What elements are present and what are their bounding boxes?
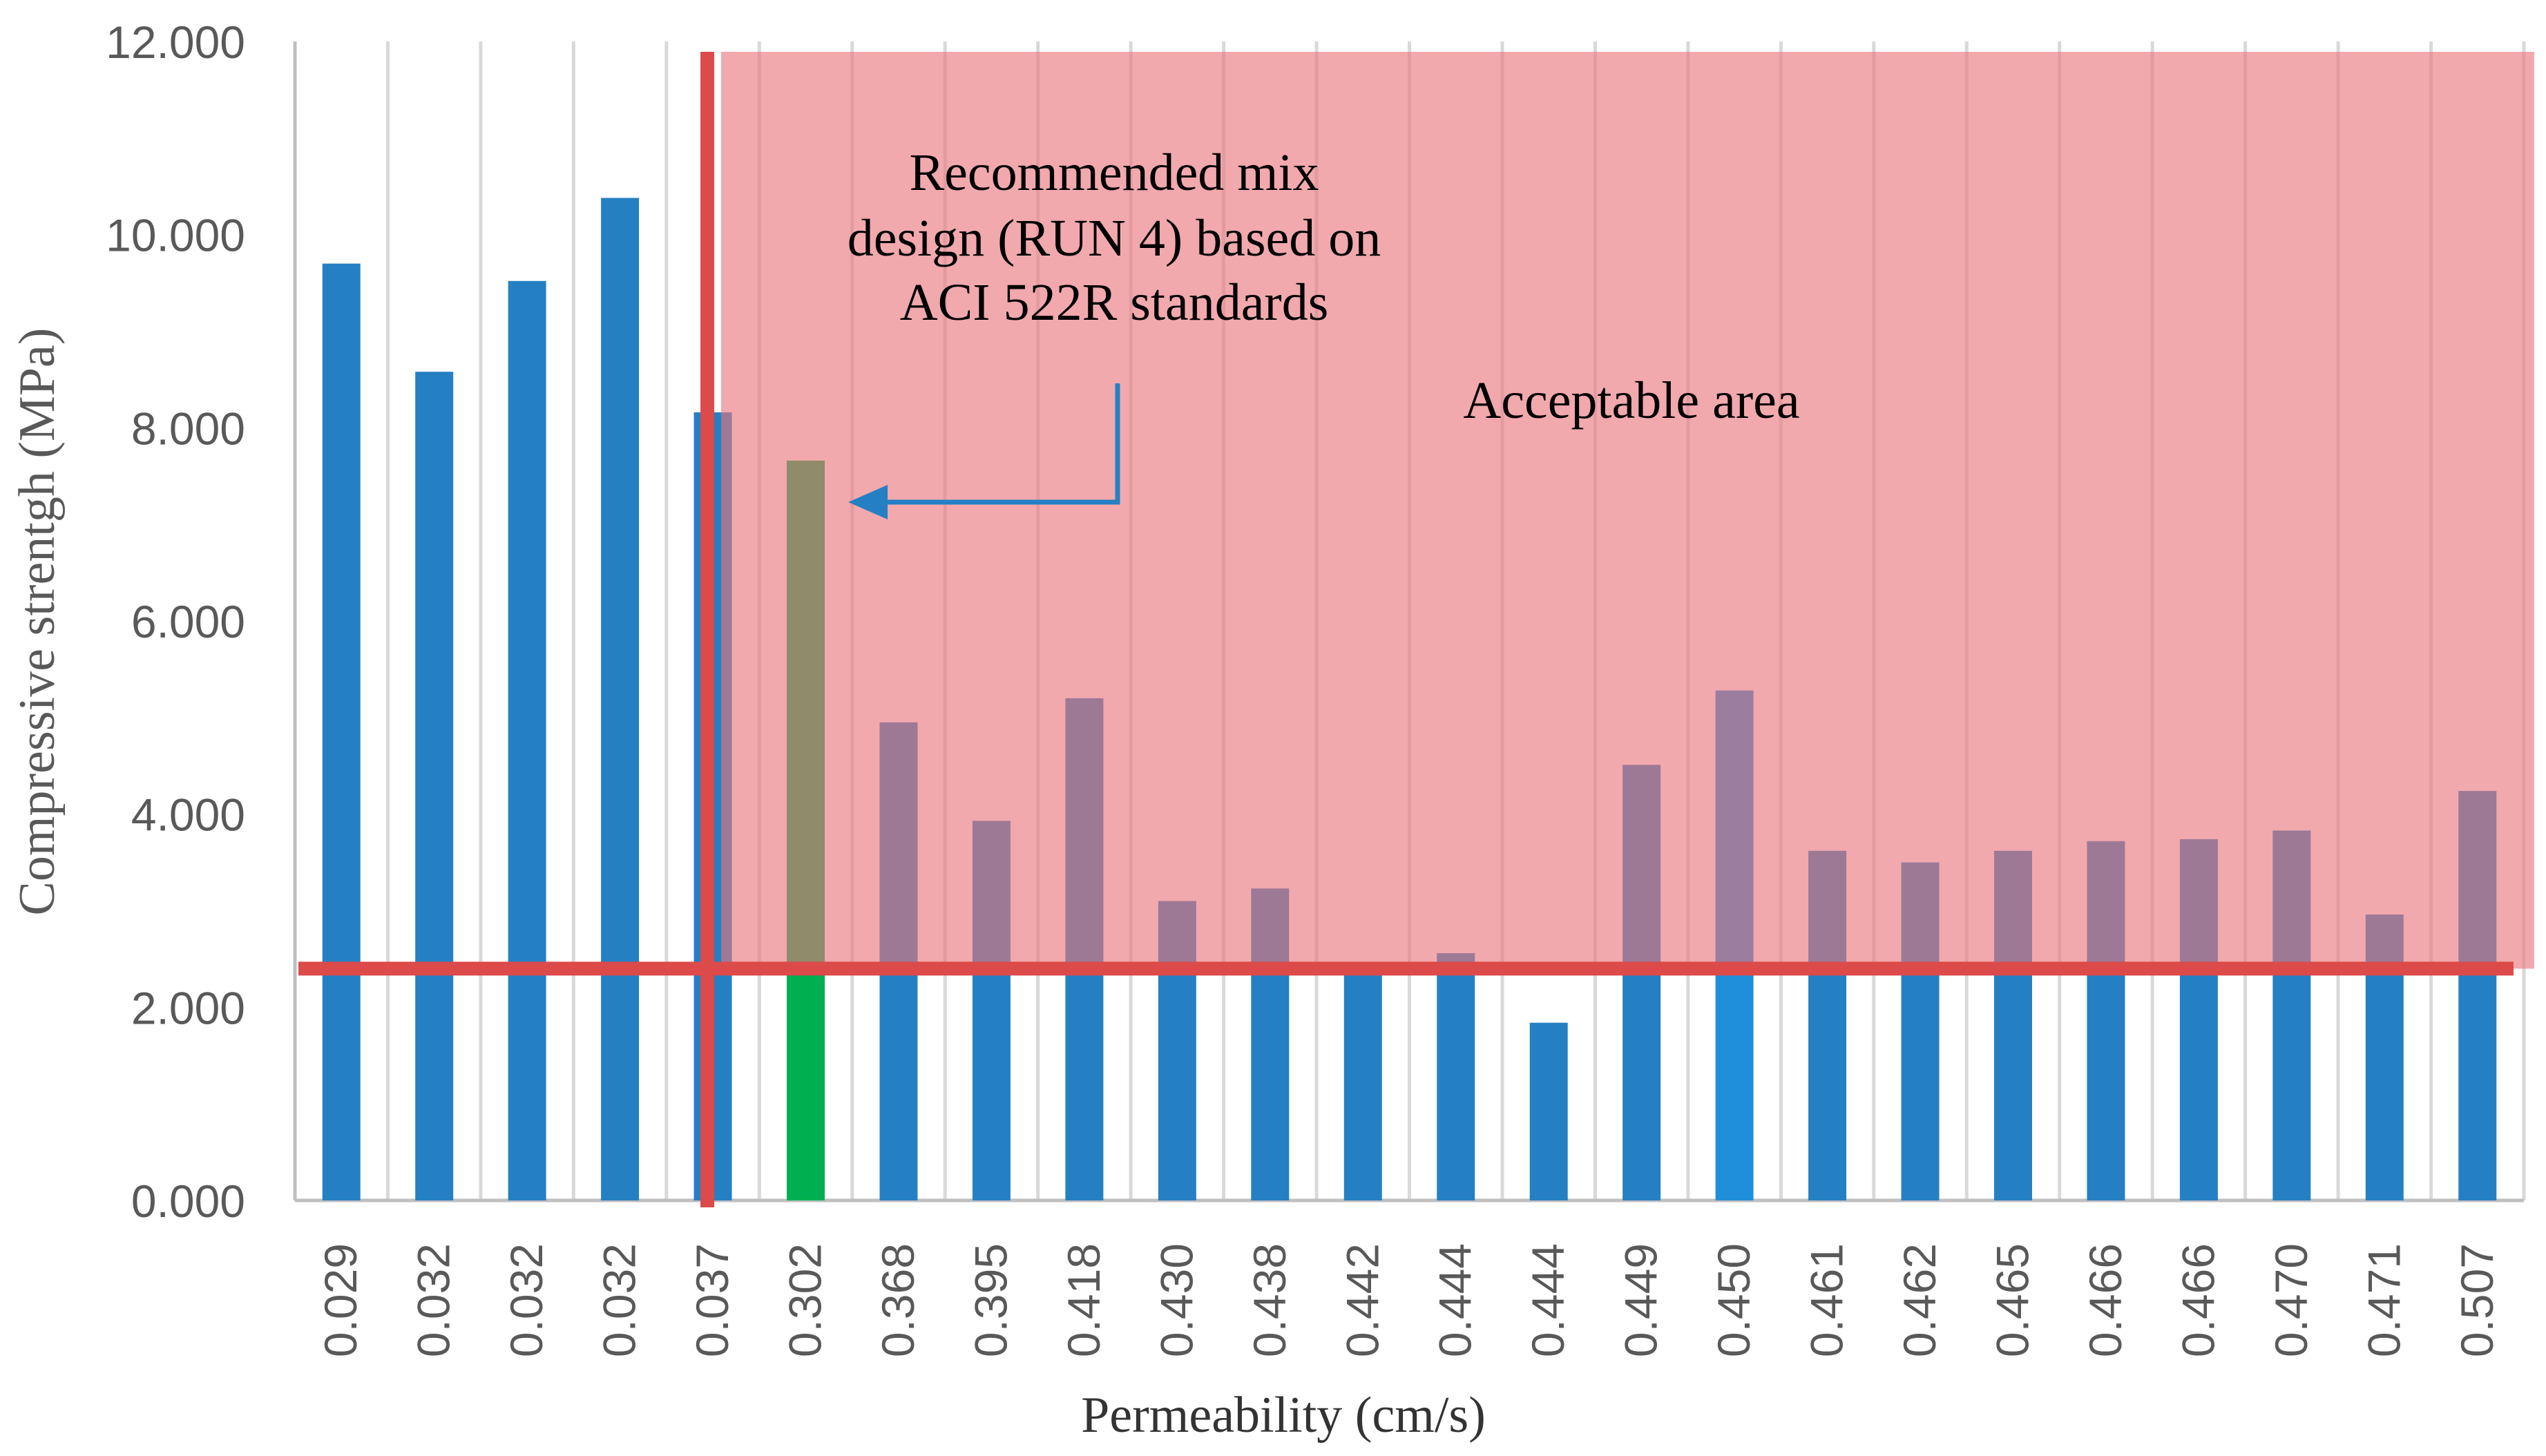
x-tick-label: 0.430 xyxy=(1151,1243,1202,1357)
x-tick-label: 0.466 xyxy=(2172,1243,2223,1357)
x-tick-label: 0.470 xyxy=(2266,1243,2317,1357)
x-tick-label: 0.465 xyxy=(1987,1243,2038,1357)
y-tick-label: 6.000 xyxy=(131,596,245,647)
x-tick-label: 0.507 xyxy=(2451,1243,2502,1357)
acceptable-area-region xyxy=(721,52,2534,969)
x-tick-label: 0.462 xyxy=(1894,1243,1945,1357)
y-tick-label: 4.000 xyxy=(131,789,245,841)
x-tick-label: 0.444 xyxy=(1522,1243,1573,1357)
recommended-annotation-line: ACI 522R standards xyxy=(900,274,1329,332)
y-tick-label: 0.000 xyxy=(131,1176,245,1227)
x-tick-label: 0.442 xyxy=(1337,1243,1388,1357)
acceptable-area-label: Acceptable area xyxy=(1463,372,1799,430)
y-tick-label: 12.000 xyxy=(106,17,245,68)
y-axis-title: Compressive strentgh (MPa) xyxy=(9,328,66,916)
bar[interactable] xyxy=(322,263,361,1200)
x-tick-label: 0.029 xyxy=(315,1243,366,1357)
x-tick-label: 0.037 xyxy=(687,1243,738,1357)
x-tick-label: 0.302 xyxy=(780,1243,831,1357)
y-tick-label: 10.000 xyxy=(106,210,245,261)
x-tick-label: 0.368 xyxy=(872,1243,923,1357)
bar[interactable] xyxy=(1343,973,1382,1200)
x-tick-label: 0.418 xyxy=(1058,1243,1109,1357)
x-tick-label: 0.444 xyxy=(1430,1243,1481,1357)
x-tick-label: 0.461 xyxy=(1801,1243,1853,1357)
bar[interactable] xyxy=(508,280,546,1201)
x-tick-label: 0.449 xyxy=(1616,1243,1667,1357)
recommended-annotation-line: Recommended mix xyxy=(909,144,1319,202)
x-tick-label: 0.032 xyxy=(594,1243,645,1357)
x-tick-label: 0.438 xyxy=(1244,1243,1295,1357)
bar[interactable] xyxy=(1437,953,1475,1200)
bar[interactable] xyxy=(1529,1022,1568,1200)
x-tick-label: 0.032 xyxy=(408,1243,459,1357)
recommended-arrow xyxy=(884,383,1120,505)
bar[interactable] xyxy=(601,198,640,1200)
x-tick-label: 0.450 xyxy=(1708,1243,1759,1357)
y-tick-label: 8.000 xyxy=(131,403,245,454)
recommended-arrow-head xyxy=(848,485,888,519)
x-axis-title: Permeability (cm/s) xyxy=(1081,1387,1486,1444)
recommended-annotation-line: design (RUN 4) based on xyxy=(848,209,1381,267)
x-tick-label: 0.471 xyxy=(2358,1243,2409,1357)
x-tick-label: 0.466 xyxy=(2080,1243,2131,1357)
y-tick-label: 2.000 xyxy=(131,982,245,1033)
x-tick-label: 0.395 xyxy=(965,1243,1016,1357)
bar[interactable] xyxy=(415,372,454,1200)
x-tick-label: 0.032 xyxy=(501,1243,552,1357)
